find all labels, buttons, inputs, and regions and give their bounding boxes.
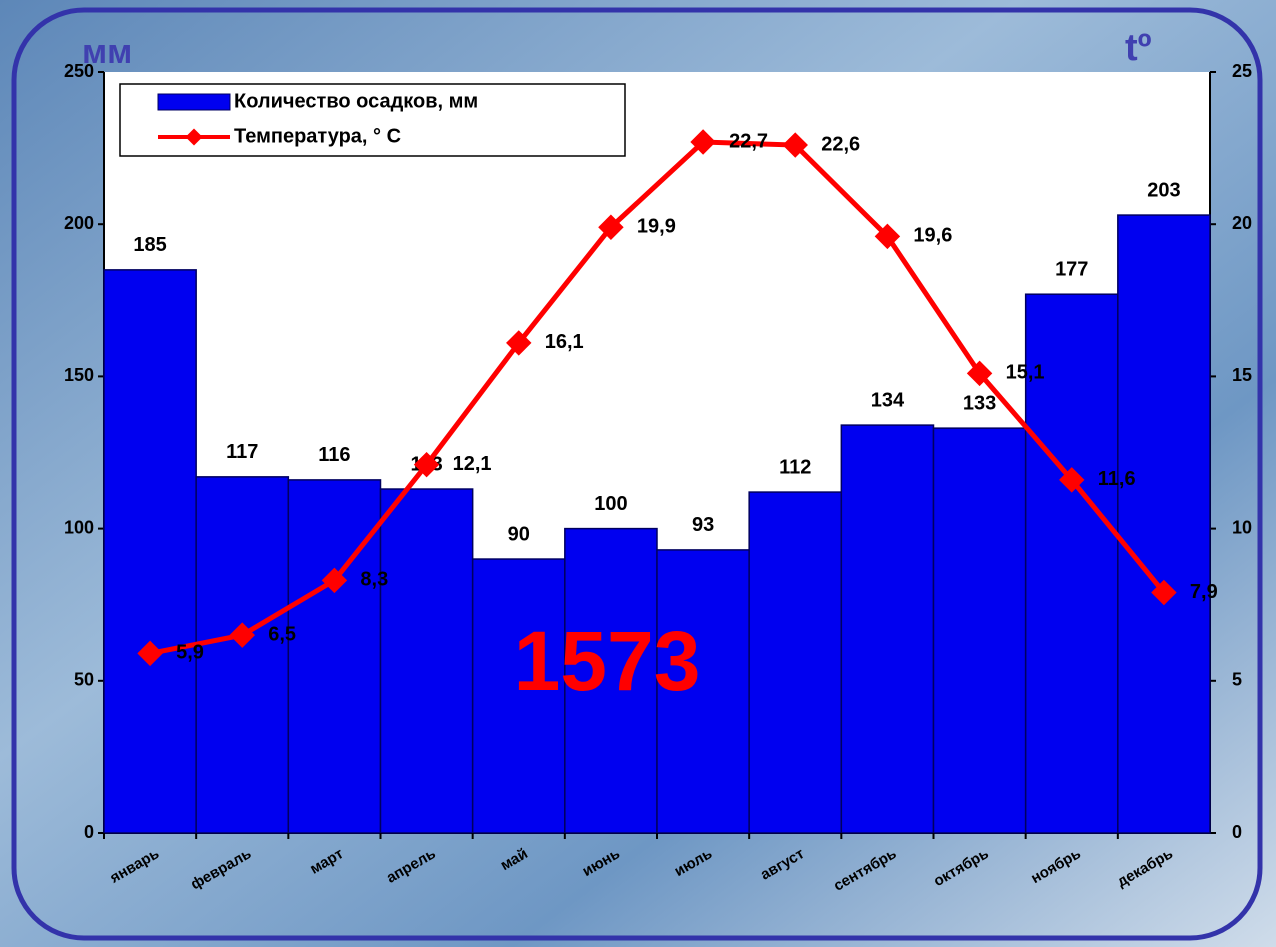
- line-label: 19,9: [637, 216, 676, 238]
- annotation: 1573: [514, 614, 701, 708]
- y-tick-label: 200: [64, 213, 94, 233]
- bar-label: 133: [963, 392, 996, 414]
- line-label: 8,3: [360, 569, 388, 591]
- y2-axis-title: tº: [1125, 27, 1152, 69]
- bar: [379, 488, 474, 834]
- line-label: 5,9: [176, 642, 204, 664]
- bar-label: 116: [318, 444, 350, 466]
- line-marker: [782, 132, 808, 158]
- y-axis-title: мм: [82, 33, 132, 71]
- y2-tick-label: 20: [1232, 213, 1252, 233]
- bar-label: 112: [779, 456, 811, 478]
- bar-label: 117: [226, 441, 258, 463]
- line-label: 11,6: [1098, 468, 1136, 490]
- line-label: 15,1: [1006, 362, 1045, 384]
- bar-label: 93: [692, 514, 714, 536]
- line-marker: [874, 223, 901, 250]
- line-marker: [690, 129, 716, 155]
- legend-swatch: [157, 93, 231, 111]
- line-marker: [506, 330, 532, 356]
- line-marker: [137, 640, 163, 667]
- y2-tick-label: 0: [1232, 822, 1242, 842]
- y2-tick-label: 25: [1232, 61, 1252, 81]
- bar: [564, 527, 658, 834]
- line-marker: [598, 214, 624, 240]
- line-marker: [966, 360, 993, 387]
- bar-label: 177: [1055, 258, 1088, 280]
- line-label: 22,6: [821, 133, 860, 155]
- y2-tick-label: 5: [1232, 670, 1242, 690]
- bar: [748, 491, 843, 834]
- y-tick-label: 100: [64, 517, 94, 537]
- bar: [656, 549, 750, 834]
- line-marker: [321, 567, 348, 594]
- bar-label: 100: [594, 493, 627, 515]
- bar: [103, 269, 197, 834]
- legend-swatch-marker: [185, 128, 203, 146]
- temperature-line: [149, 139, 1166, 656]
- line-marker: [229, 622, 255, 648]
- bar-label: 203: [1147, 179, 1180, 201]
- line-label: 12,1: [453, 453, 492, 475]
- bar: [195, 476, 290, 834]
- legend-label: Количество осадков, мм: [234, 90, 478, 112]
- y-tick-label: 50: [74, 670, 94, 690]
- line-label: 22,7: [729, 130, 768, 152]
- bar: [287, 479, 382, 834]
- line-marker: [413, 451, 440, 478]
- y-tick-label: 0: [84, 822, 94, 842]
- bar: [932, 427, 1027, 834]
- y-tick-label: 250: [64, 61, 94, 81]
- y-tick-label: 150: [64, 365, 94, 385]
- frame: [11, 7, 1263, 941]
- bar-label: 134: [871, 389, 905, 411]
- bar: [1117, 214, 1211, 834]
- y2-tick-label: 10: [1232, 517, 1252, 537]
- legend-label: Температура, ° С: [234, 125, 401, 147]
- line-label: 7,9: [1190, 581, 1218, 603]
- y2-tick-label: 15: [1232, 365, 1252, 385]
- bar: [840, 424, 935, 834]
- line-label: 16,1: [545, 331, 584, 353]
- bar: [1024, 293, 1119, 834]
- line-label: 6,5: [268, 623, 296, 645]
- bar-label: 90: [508, 523, 530, 545]
- line-label: 19,6: [913, 225, 952, 247]
- bar-label: 185: [133, 234, 166, 256]
